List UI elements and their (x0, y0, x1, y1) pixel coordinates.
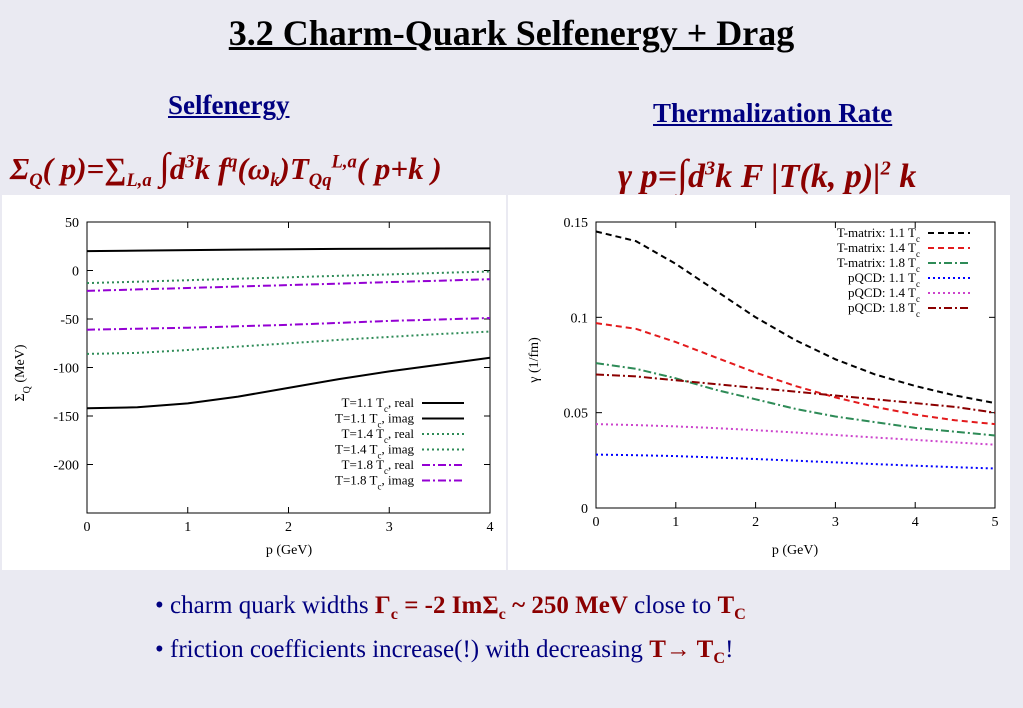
series-line (86, 270, 491, 285)
selfenergy-chart: p (GeV) ΣQ (MeV) 0 1 2 3 4 50 0 -50 -100 -150 -200… (13, 216, 494, 558)
legend-label: T=1.1 Tc, real (342, 395, 415, 414)
bullet-friction: • friction coefficients increase(!) with… (155, 636, 734, 667)
legend-label: T=1.4 Tc, real (342, 426, 415, 445)
thermalization-heading: Thermalization Rate (653, 98, 893, 128)
series-line (595, 362, 996, 437)
y-axis-label: γ (1/fm) (527, 337, 542, 384)
legend-label: T=1.8 Tc, imag (335, 473, 414, 492)
y-tick-label: 0.15 (564, 216, 589, 231)
legend-label: T-matrix: 1.4 Tc (837, 240, 920, 259)
summary-bullets: • charm quark widths Γc = -2 ImΣc ~ 250 … (155, 588, 746, 676)
thermalization-formula: γ p=∫d3k F |T(k, p)|2 k (618, 151, 917, 196)
slide-title: 3.2 Charm-Quark Selfenergy + Drag (228, 13, 795, 53)
y-tick-label: -50 (60, 313, 79, 328)
bullet-widths: • charm quark widths Γc = -2 ImΣc ~ 250 … (155, 592, 746, 623)
y-axis-label: ΣQ (MeV) (13, 344, 33, 401)
selfenergy-heading: Selfenergy (168, 90, 290, 120)
plot-frame (86, 221, 491, 514)
x-tick-label: 1 (184, 520, 191, 535)
legend-label: pQCD: 1.4 Tc (848, 285, 920, 304)
series-line (86, 330, 491, 355)
y-tick-label: 0 (581, 502, 588, 517)
x-tick-label: 3 (832, 515, 839, 530)
selfenergy-chart-panel: p (GeV) ΣQ (MeV) 0 1 2 3 4 50 0 -50 -100 -150 -200… (2, 195, 506, 570)
y-tick-label: -100 (53, 362, 79, 377)
legend-label: T-matrix: 1.1 Tc (837, 225, 920, 244)
y-tick-label: -150 (53, 410, 79, 425)
x-tick-label: 4 (912, 515, 919, 530)
legend-label: T-matrix: 1.8 Tc (837, 255, 920, 274)
y-tick-label: 0.05 (564, 407, 589, 422)
x-tick-label: 0 (593, 515, 600, 530)
legend-label: pQCD: 1.1 Tc (848, 270, 920, 289)
series-line (595, 453, 996, 470)
thermalization-chart-panel: p (GeV) γ (1/fm) 0 1 2 3 4 5 0.15 0.1 0.05 0 T-mat… (508, 195, 1010, 570)
series-line (595, 230, 996, 405)
legend-label: T=1.1 Tc, imag (335, 411, 414, 430)
plot-frame (595, 221, 996, 509)
x-tick-label: 2 (752, 515, 759, 530)
legend-label: T=1.4 Tc, imag (335, 442, 414, 461)
series-line (86, 278, 491, 292)
x-tick-label: 1 (672, 515, 679, 530)
x-tick-label: 4 (487, 520, 494, 535)
x-tick-label: 3 (386, 520, 393, 535)
x-axis-label: p (GeV) (266, 543, 313, 558)
y-tick-label: 0.1 (571, 311, 589, 326)
y-tick-label: 50 (65, 216, 79, 231)
series-line (595, 373, 996, 414)
x-tick-label: 5 (992, 515, 999, 530)
legend-label: T=1.8 Tc, real (342, 457, 415, 476)
thermalization-chart: p (GeV) γ (1/fm) 0 1 2 3 4 5 0.15 0.1 0.05 0 T-mat… (527, 216, 999, 558)
series-line (86, 356, 491, 410)
series-line (86, 247, 491, 253)
x-axis-label: p (GeV) (772, 543, 819, 558)
legend-label: pQCD: 1.8 Tc (848, 300, 920, 319)
x-tick-label: 0 (84, 520, 91, 535)
series-line (595, 423, 996, 446)
x-tick-label: 2 (285, 520, 292, 535)
series-line (86, 317, 491, 331)
y-tick-label: 0 (72, 265, 79, 280)
y-tick-label: -200 (53, 459, 79, 474)
selfenergy-formula: ΣQ( p)=∑L,a ∫d3k fq(ωk)TQqL,a( p+k ) (10, 146, 442, 192)
